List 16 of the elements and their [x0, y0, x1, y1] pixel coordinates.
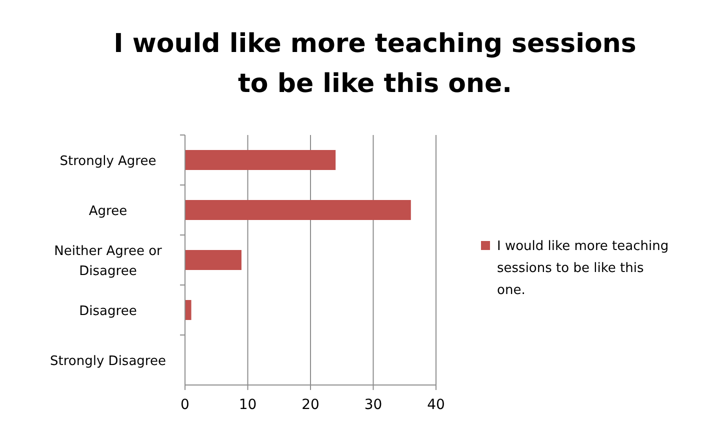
legend-label: I would like more teaching sessions to be like this one. — [497, 239, 669, 298]
x-tick-label: 20 — [302, 397, 320, 413]
x-tick-label: 30 — [364, 397, 382, 413]
bar — [185, 300, 192, 320]
bar — [185, 200, 411, 220]
chart-title: I would like more teaching sessions to be like this one. — [114, 29, 636, 99]
y-tick-label: Strongly Agree — [60, 154, 156, 169]
y-tick-label: Neither Agree or Disagree — [54, 244, 163, 279]
bar — [185, 150, 336, 170]
y-tick-label: Agree — [88, 204, 128, 219]
x-tick-label: 10 — [238, 397, 257, 413]
bar — [185, 250, 242, 270]
y-tick-label: Disagree — [79, 304, 137, 319]
x-tick-label: 0 — [180, 397, 190, 413]
x-tick-label: 40 — [427, 397, 445, 413]
y-tick-label: Strongly Disagree — [50, 354, 166, 369]
